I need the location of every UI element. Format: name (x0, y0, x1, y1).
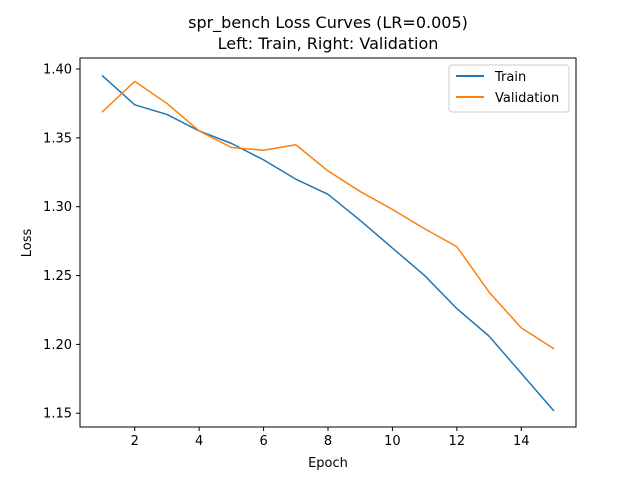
x-tick-label: 14 (513, 434, 530, 449)
y-tick-label: 1.40 (43, 63, 72, 78)
x-tick-label: 4 (195, 434, 203, 449)
y-tick-label: 1.30 (43, 200, 72, 215)
x-tick-label: 8 (324, 434, 332, 449)
chart-subtitle: Left: Train, Right: Validation (218, 34, 439, 53)
legend: Train Validation (448, 64, 570, 113)
legend-label-validation: Validation (495, 91, 559, 106)
x-axis-ticks: 2 4 6 8 10 12 14 (131, 427, 530, 449)
x-tick-label: 2 (131, 434, 139, 449)
x-tick-label: 12 (449, 434, 466, 449)
y-axis-label: Loss (20, 229, 35, 258)
series-line-validation (101, 80, 555, 350)
y-axis-ticks: 1.15 1.20 1.25 1.30 1.35 1.40 (43, 63, 80, 422)
y-tick-label: 1.20 (43, 338, 72, 353)
plot-frame (79, 57, 577, 428)
series-line-train (101, 74, 555, 412)
y-tick-label: 1.35 (43, 131, 72, 146)
series-layer (101, 74, 555, 412)
x-tick-label: 10 (384, 434, 401, 449)
x-tick-label: 6 (259, 434, 267, 449)
y-tick-label: 1.25 (43, 269, 72, 284)
legend-label-train: Train (494, 70, 526, 85)
y-tick-label: 1.15 (43, 407, 72, 422)
x-axis-label: Epoch (308, 456, 348, 471)
chart-title: spr_bench Loss Curves (LR=0.005) (188, 13, 468, 33)
